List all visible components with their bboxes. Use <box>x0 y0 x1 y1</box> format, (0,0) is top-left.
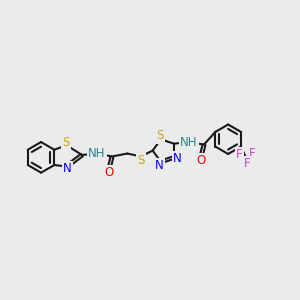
Text: S: S <box>137 154 145 167</box>
Text: F: F <box>248 147 255 160</box>
Text: N: N <box>63 162 72 175</box>
Text: N: N <box>173 152 182 166</box>
Text: N: N <box>155 159 164 172</box>
Text: F: F <box>244 157 250 170</box>
Text: NH: NH <box>180 136 198 149</box>
Text: S: S <box>157 129 164 142</box>
Text: F: F <box>236 148 243 161</box>
Text: NH: NH <box>88 147 106 160</box>
Text: O: O <box>196 154 206 167</box>
Text: S: S <box>62 136 70 149</box>
Text: O: O <box>104 166 114 179</box>
